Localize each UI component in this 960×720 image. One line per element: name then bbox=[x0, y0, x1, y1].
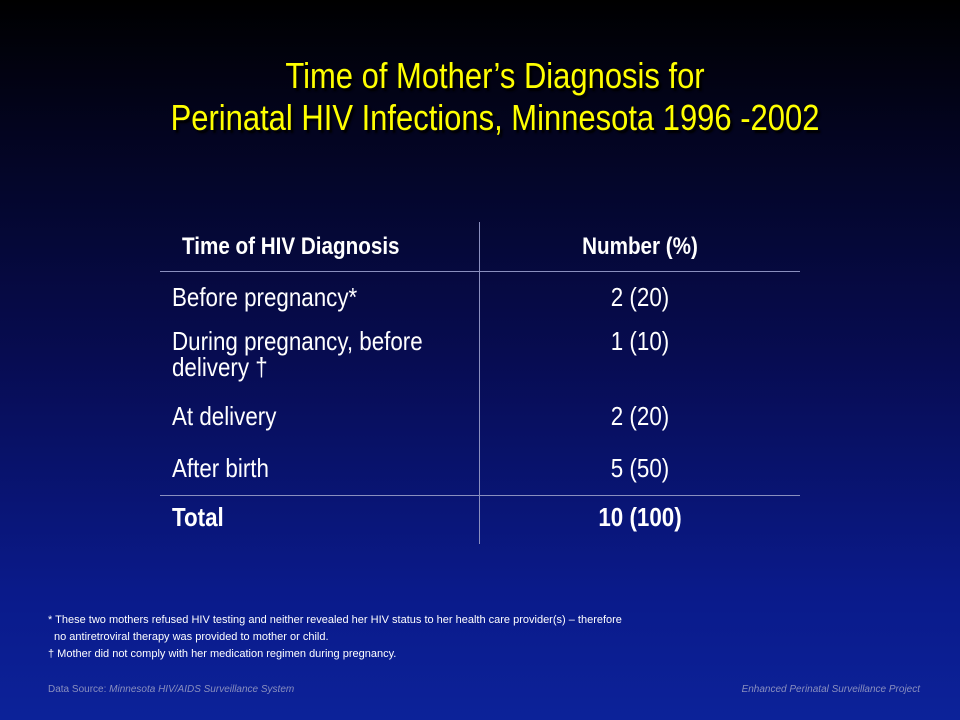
header-divider bbox=[160, 271, 800, 272]
row-label: Before pregnancy* bbox=[172, 282, 358, 312]
title-line-2: Perinatal HIV Infections, Minnesota 1996… bbox=[170, 97, 820, 138]
column-divider bbox=[479, 222, 480, 544]
diagnosis-table: Time of HIV Diagnosis Number (%) Before … bbox=[160, 222, 800, 544]
data-source-name: Minnesota HIV/AIDS Surveillance System bbox=[109, 684, 295, 695]
footnote-asterisk: * These two mothers refused HIV testing … bbox=[48, 614, 622, 626]
total-label: Total bbox=[172, 502, 224, 532]
header-time-of-diagnosis: Time of HIV Diagnosis bbox=[182, 233, 400, 260]
footnote-dagger: † Mother did not comply with her medicat… bbox=[48, 648, 397, 660]
title-line-1: Time of Mother’s Diagnosis for bbox=[285, 55, 705, 96]
total-value: 10 (100) bbox=[598, 502, 682, 532]
project-name: Enhanced Perinatal Surveillance Project bbox=[741, 684, 920, 695]
footnote-asterisk-continued: no antiretroviral therapy was provided t… bbox=[54, 631, 329, 643]
row-value: 1 (10) bbox=[610, 326, 670, 356]
footnotes: * These two mothers refused HIV testing … bbox=[48, 612, 622, 663]
slide-title: Time of Mother’s Diagnosis for Perinatal… bbox=[69, 55, 920, 139]
row-label: During pregnancy, before delivery † bbox=[172, 326, 423, 382]
row-value: 5 (50) bbox=[610, 453, 670, 483]
total-divider bbox=[160, 495, 800, 496]
row-value: 2 (20) bbox=[610, 401, 670, 431]
row-label: After birth bbox=[172, 453, 269, 483]
row-label: At delivery bbox=[172, 401, 277, 431]
header-number-percent: Number (%) bbox=[582, 233, 698, 260]
data-source: Data Source: Minnesota HIV/AIDS Surveill… bbox=[48, 684, 294, 695]
row-value: 2 (20) bbox=[610, 282, 670, 312]
data-source-prefix: Data Source: bbox=[48, 684, 110, 695]
